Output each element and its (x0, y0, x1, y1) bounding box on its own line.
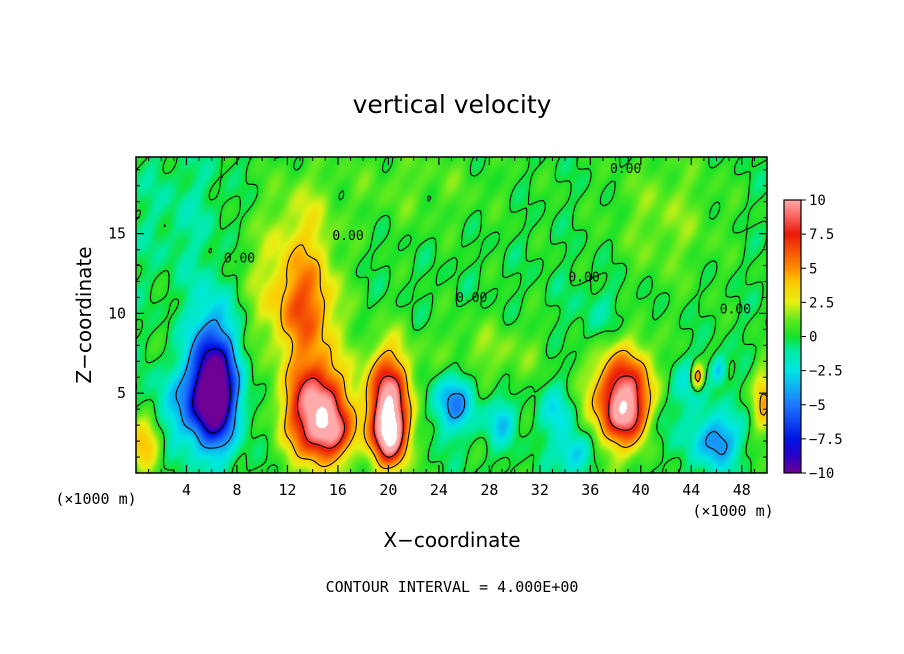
colorbar-tick-label: 7.5 (809, 227, 834, 243)
x-tick-label: 36 (581, 481, 599, 499)
x-tick-label: 24 (430, 481, 448, 499)
x-unit-right: (×1000 m) (692, 502, 773, 520)
y-axis-ticks: 5 10 15 (108, 169, 767, 458)
x-tick-label: 8 (232, 481, 241, 499)
colorbar-tick-label: 5 (809, 261, 817, 277)
contour-label: 0.00 (610, 162, 641, 177)
colorbar-tick-label: −2.5 (809, 364, 843, 380)
contour-label: 0.00 (224, 251, 255, 266)
colorbar-tick-label: 0 (809, 330, 817, 346)
x-axis-ticks: 4 8 12 16 20 24 28 32 36 40 44 48 (148, 157, 755, 499)
x-tick-label: 4 (182, 481, 191, 499)
contour-level-neg4 (175, 319, 728, 456)
y-axis-label: Z−coordinate (72, 246, 96, 383)
x-tick-label: 16 (329, 481, 347, 499)
colorbar-tick-label: −7.5 (809, 432, 843, 448)
x-tick-label: 12 (278, 481, 296, 499)
colorbar-tick-label: −5 (809, 398, 826, 414)
contour-level-neg8 (192, 348, 232, 434)
colorbar-tick-label: −10 (809, 466, 834, 482)
contour-label: 0.00 (720, 302, 751, 317)
colorbar-tick-label: 10 (809, 193, 826, 209)
contour-level-4 (280, 244, 768, 470)
x-tick-label: 44 (682, 481, 700, 499)
colorbar: 10 7.5 5 2.5 0 −2.5 −5 −7.5 −10 (783, 193, 843, 482)
x-tick-label: 40 (632, 481, 650, 499)
x-tick-label: 28 (480, 481, 498, 499)
y-tick-label: 5 (117, 384, 126, 402)
colorbar-gradient (784, 200, 801, 473)
contour-level-8 (296, 375, 639, 458)
y-tick-label: 15 (108, 225, 126, 243)
chart-title: vertical velocity (353, 90, 552, 119)
x-axis-label: X−coordinate (383, 528, 520, 552)
x-tick-label: 20 (379, 481, 397, 499)
y-tick-label: 10 (108, 304, 126, 322)
contour-level-0 (135, 156, 768, 474)
plot-area: 0.00 0.00 0.00 0.00 0.00 0.00 (135, 156, 768, 474)
contour-label: 0.00 (456, 291, 487, 306)
colorbar-ticks: 10 7.5 5 2.5 0 −2.5 −5 −7.5 −10 (801, 193, 843, 482)
contour-lines (135, 156, 768, 474)
contour-interval-note: CONTOUR INTERVAL = 4.000E+00 (326, 578, 579, 596)
colorbar-tick-label: 2.5 (809, 295, 834, 311)
x-tick-label: 48 (733, 481, 751, 499)
heatmap-field (136, 157, 767, 473)
x-tick-label: 32 (531, 481, 549, 499)
contour-labels: 0.00 0.00 0.00 0.00 0.00 0.00 (224, 162, 751, 317)
contour-label: 0.00 (568, 270, 599, 285)
x-unit-left: (×1000 m) (55, 490, 136, 508)
contour-label: 0.00 (332, 229, 363, 244)
